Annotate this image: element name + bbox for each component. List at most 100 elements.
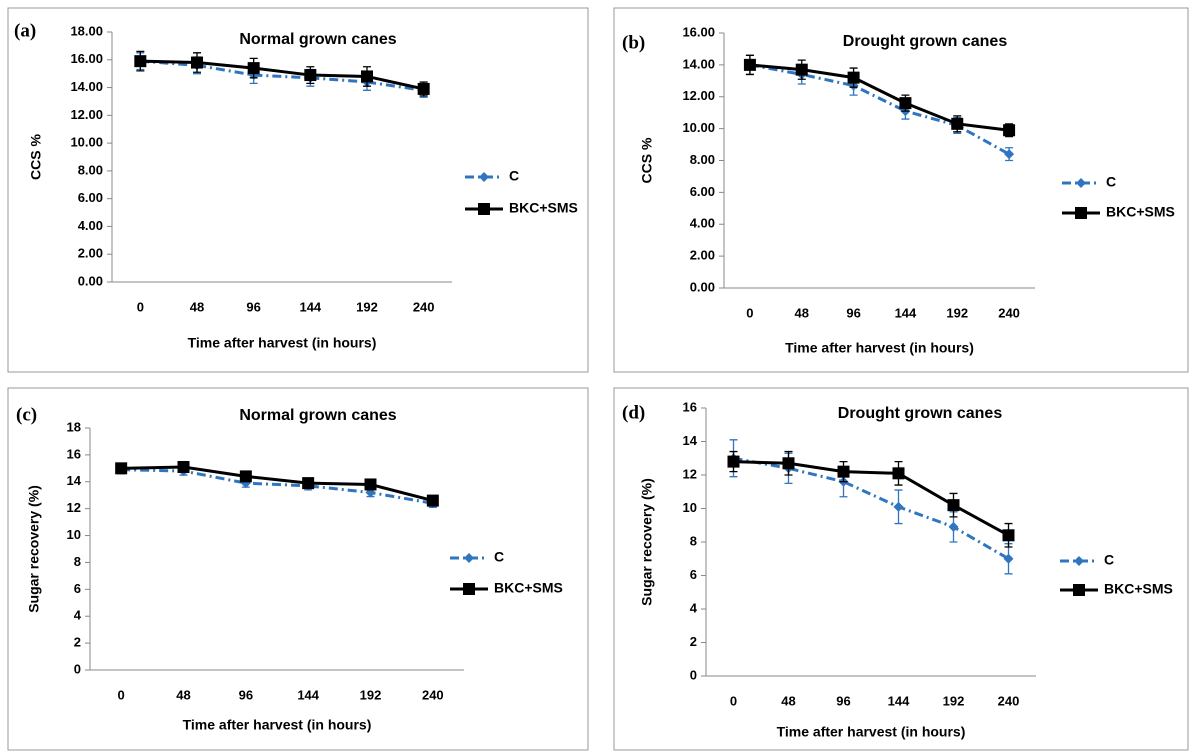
- y-tick-label: 4.00: [78, 218, 103, 233]
- panel-frame: [7, 387, 589, 751]
- y-tick-label: 12.00: [70, 107, 103, 122]
- panel-label: (c): [16, 404, 37, 425]
- y-tick-label: 18.00: [70, 23, 103, 38]
- data-point: [847, 71, 860, 84]
- x-tick-label: 144: [888, 693, 910, 708]
- y-axis-label: Sugar recovery (%): [26, 485, 42, 613]
- series-line: [733, 460, 1010, 537]
- series-line: [733, 456, 1010, 561]
- x-tick-label: 240: [998, 305, 1020, 320]
- y-tick-label: 2.00: [78, 246, 103, 261]
- chart-title: Normal grown canes: [239, 31, 396, 48]
- chart-title: Drought grown canes: [843, 33, 1008, 50]
- legend-label: C: [1106, 174, 1116, 190]
- x-tick-label: 192: [360, 687, 382, 702]
- x-axis-label: Time after harvest (in hours): [777, 724, 966, 740]
- data-point: [304, 69, 317, 82]
- panel-label: (a): [14, 20, 36, 41]
- y-tick-label: 8: [74, 554, 81, 569]
- y-tick-label: 4: [690, 600, 698, 615]
- y-tick-label: 6.00: [690, 184, 715, 199]
- legend-label: C: [1104, 552, 1114, 568]
- y-tick-label: 2: [74, 635, 81, 650]
- x-tick-label: 96: [846, 305, 860, 320]
- x-tick-label: 144: [299, 299, 321, 314]
- data-point: [247, 62, 260, 75]
- x-tick-label: 96: [836, 693, 850, 708]
- y-tick-label: 8.00: [78, 162, 103, 177]
- x-tick-label: 240: [422, 687, 444, 702]
- y-tick-label: 10.00: [682, 120, 715, 135]
- data-point: [892, 467, 905, 480]
- y-tick-label: 12.00: [682, 88, 715, 103]
- x-tick-label: 48: [781, 693, 795, 708]
- series-line: [121, 465, 434, 503]
- panel-frame: [613, 7, 1189, 373]
- y-tick-label: 14.00: [70, 79, 103, 94]
- data-point: [782, 457, 795, 470]
- data-point: [134, 55, 147, 68]
- data-point: [239, 470, 252, 483]
- y-tick-label: 2: [690, 634, 697, 649]
- panel-label: (b): [622, 32, 645, 53]
- series-line: [749, 63, 1010, 156]
- data-point: [1003, 124, 1016, 137]
- y-tick-label: 0.00: [690, 279, 715, 294]
- panel-label: (d): [622, 402, 645, 423]
- data-point: [899, 97, 912, 110]
- x-axis-label: Time after harvest (in hours): [183, 717, 372, 733]
- x-tick-label: 144: [895, 305, 917, 320]
- legend-marker: [464, 553, 474, 563]
- data-point: [837, 465, 850, 478]
- y-tick-label: 14: [683, 433, 698, 448]
- y-tick-label: 16.00: [682, 24, 715, 39]
- series-line: [749, 63, 1010, 132]
- y-tick-label: 0.00: [78, 273, 103, 288]
- y-axis-label: CCS %: [639, 137, 655, 183]
- y-tick-label: 6.00: [78, 190, 103, 205]
- x-tick-label: 48: [190, 299, 204, 314]
- data-point: [302, 477, 315, 490]
- series-line: [121, 468, 434, 505]
- legend-marker: [1074, 556, 1084, 566]
- data-point: [1003, 553, 1014, 564]
- x-tick-label: 240: [413, 299, 435, 314]
- legend-marker: [1076, 178, 1086, 188]
- y-tick-label: 8: [690, 533, 697, 548]
- legend-label: C: [494, 549, 504, 565]
- y-tick-label: 0: [690, 667, 697, 682]
- x-tick-label: 48: [176, 687, 190, 702]
- legend-label: BKC+SMS: [494, 580, 563, 596]
- data-point: [361, 70, 373, 83]
- y-tick-label: 4.00: [690, 216, 715, 231]
- x-tick-label: 0: [746, 305, 753, 320]
- x-tick-label: 48: [795, 305, 809, 320]
- data-point: [893, 501, 904, 512]
- x-axis-label: Time after harvest (in hours): [188, 335, 377, 351]
- data-point: [426, 494, 439, 507]
- series-line: [140, 59, 424, 92]
- data-point: [115, 462, 128, 475]
- data-point: [727, 455, 740, 468]
- series-line: [140, 59, 424, 91]
- y-tick-label: 14.00: [682, 56, 715, 71]
- data-point: [191, 56, 203, 69]
- legend-label: BKC+SMS: [1104, 581, 1173, 597]
- x-tick-label: 240: [998, 693, 1020, 708]
- legend-marker: [1073, 584, 1085, 596]
- x-tick-label: 96: [239, 687, 253, 702]
- x-tick-label: 192: [356, 299, 378, 314]
- data-point: [795, 63, 808, 76]
- panel-frame: [613, 387, 1189, 751]
- x-tick-label: 96: [246, 299, 260, 314]
- x-axis-label: Time after harvest (in hours): [785, 340, 974, 356]
- y-tick-label: 12: [683, 466, 697, 481]
- y-tick-label: 14: [67, 473, 82, 488]
- y-tick-label: 2.00: [690, 248, 715, 263]
- data-point: [947, 499, 960, 512]
- data-point: [948, 521, 959, 532]
- y-tick-label: 12: [67, 500, 81, 515]
- y-tick-label: 10.00: [70, 135, 103, 150]
- panel-frame: [7, 7, 589, 373]
